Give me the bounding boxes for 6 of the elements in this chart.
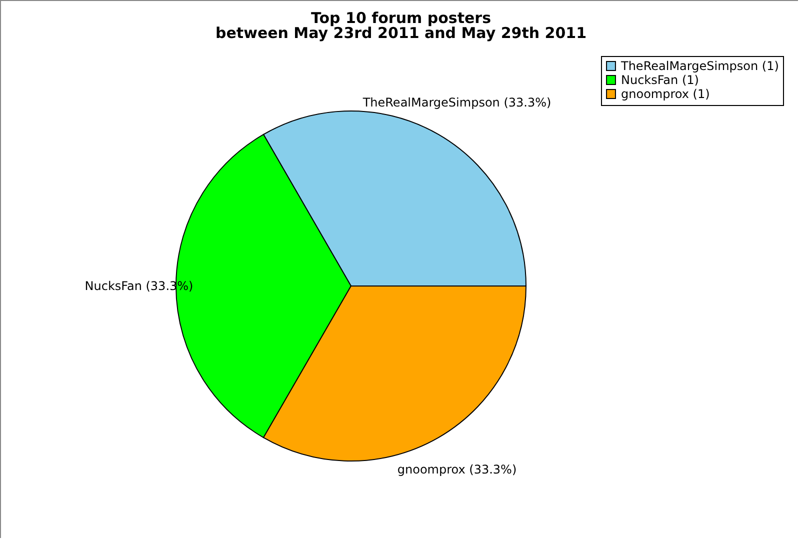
legend-label: gnoomprox (1) [621,87,710,101]
chart-title: Top 10 forum posters [311,9,492,27]
legend-label: NucksFan (1) [621,73,699,87]
legend-label: TheRealMargeSimpson (1) [620,59,779,73]
data-label: TheRealMargeSimpson (33.3%) [362,95,552,110]
data-label: gnoomprox (33.3%) [397,462,517,477]
